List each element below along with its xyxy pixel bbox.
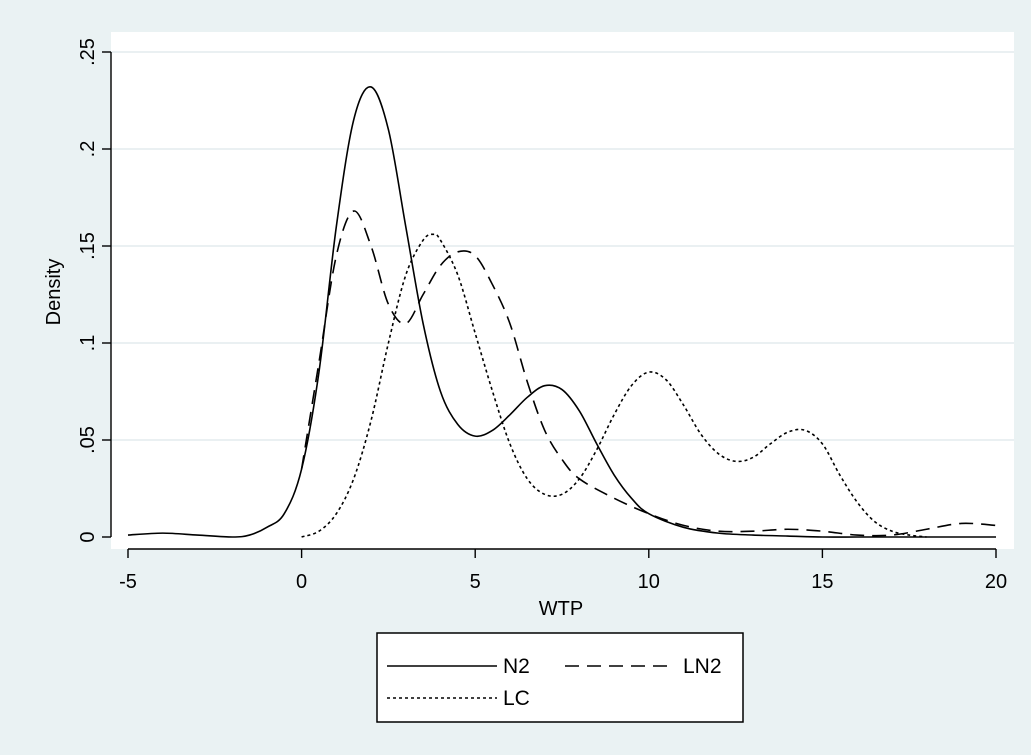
y-tick-label-1: .05 xyxy=(77,426,99,454)
legend-label-n2: N2 xyxy=(503,655,530,678)
x-tick-label-1: 0 xyxy=(296,571,307,593)
plot-area xyxy=(111,32,1014,549)
series-line-ln2 xyxy=(300,210,997,537)
axes xyxy=(110,52,996,550)
x-ticks: -5 0 5 10 15 20 xyxy=(119,549,1007,593)
x-tick-label-0: -5 xyxy=(119,571,137,593)
grid-lines xyxy=(111,51,1014,441)
x-tick-label-2: 5 xyxy=(470,571,481,593)
series-line-n2 xyxy=(127,86,996,538)
y-tick-label-0: 0 xyxy=(77,531,99,542)
legend-label-ln2: LN2 xyxy=(683,655,722,678)
legend-box xyxy=(376,632,744,723)
y-tick-label-5: .25 xyxy=(77,38,99,66)
series-line-lc xyxy=(301,233,927,538)
y-ticks: 0 .05 .1 .15 .2 .25 xyxy=(77,38,111,543)
x-tick-label-5: 20 xyxy=(985,571,1007,593)
x-tick-label-4: 15 xyxy=(811,571,833,593)
series-lines xyxy=(127,86,997,538)
y-axis-title: Density xyxy=(43,259,65,326)
x-axis-title: WTP xyxy=(539,598,583,620)
y-tick-label-2: .1 xyxy=(77,335,99,352)
y-tick-label-3: .15 xyxy=(77,232,99,260)
y-tick-label-4: .2 xyxy=(77,141,99,158)
legend-label-lc: LC xyxy=(503,687,530,710)
legend: N2 LN2 LC xyxy=(376,632,744,723)
x-tick-label-3: 10 xyxy=(638,571,660,593)
